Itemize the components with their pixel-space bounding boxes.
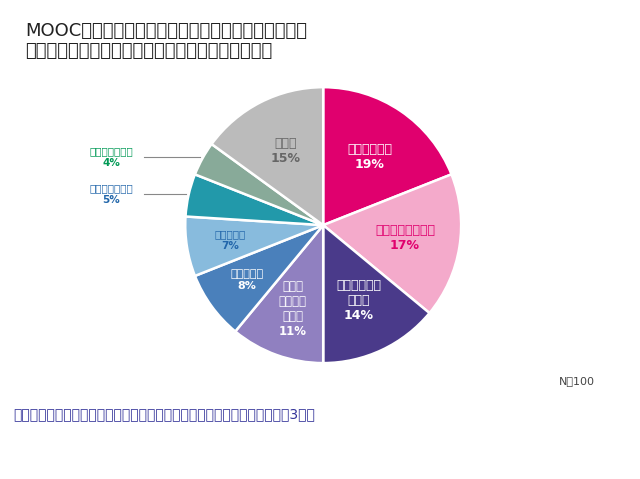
Text: 知識・学力の向上
17%: 知識・学力の向上 17% <box>375 224 435 252</box>
Text: 高校３年生に対するMoodに関する意識調査報告書: 高校３年生に対するMoodに関する意識調査報告書 <box>458 454 621 464</box>
Text: 社会の
活性化・
多様化
11%: 社会の 活性化・ 多様化 11% <box>279 281 307 339</box>
Text: わからない
7%: わからない 7% <box>215 229 246 251</box>
Text: 利用者増加
8%: 利用者増加 8% <box>231 270 264 291</box>
Text: その他
15%: その他 15% <box>271 137 301 165</box>
Wedge shape <box>186 174 323 225</box>
Wedge shape <box>195 225 323 331</box>
Wedge shape <box>195 144 323 225</box>
Text: 教育スタイル
の変化
14%: 教育スタイル の変化 14% <box>336 278 381 321</box>
Text: MOOCが日本でも普及した場合、あなた自身や社会に
どのような変化があると思いますか。（自由回答）: MOOCが日本でも普及した場合、あなた自身や社会に どのような変化があると思いま… <box>26 22 308 60</box>
Text: 就職に活かせる
4%: 就職に活かせる 4% <box>89 147 133 168</box>
Text: N＝100: N＝100 <box>559 376 595 386</box>
Wedge shape <box>212 87 323 225</box>
Wedge shape <box>236 225 323 363</box>
Wedge shape <box>185 217 323 276</box>
Wedge shape <box>323 225 429 363</box>
Wedge shape <box>323 87 451 225</box>
Wedge shape <box>323 174 461 313</box>
Text: グローバル化
19%: グローバル化 19% <box>348 143 392 171</box>
Text: ・「グローバル化」「知識・学力の向上」「教育スタイルの変化」が上位3位。: ・「グローバル化」「知識・学力の向上」「教育スタイルの変化」が上位3位。 <box>13 408 315 422</box>
Text: 学習意欲の向上
5%: 学習意欲の向上 5% <box>89 183 133 205</box>
